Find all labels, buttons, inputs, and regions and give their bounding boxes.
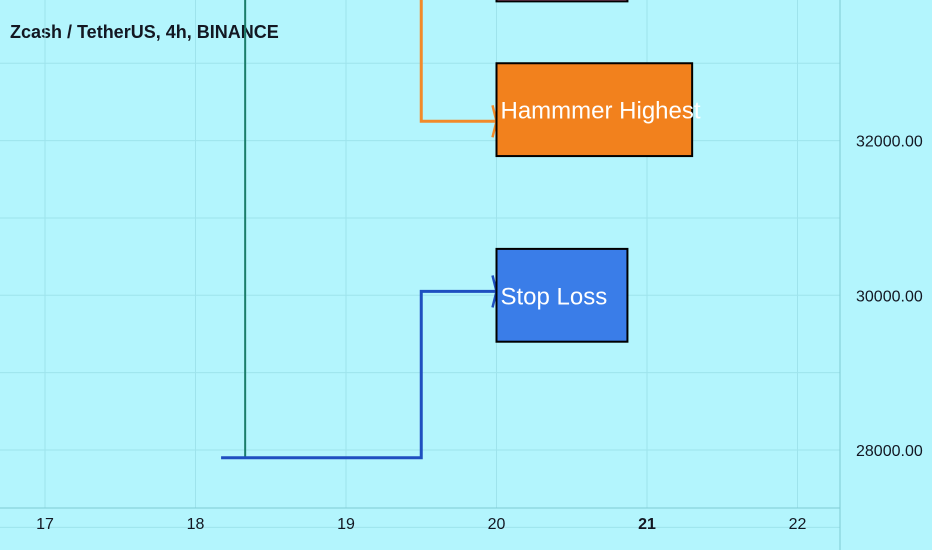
- y-tick-label: 28000.00: [856, 443, 923, 460]
- annotation-line: [419, 0, 497, 123]
- y-tick-label: 30000.00: [856, 288, 923, 305]
- chart-title: Zcash / TetherUS, 4h, BINANCE: [10, 22, 279, 42]
- annotation-box: [495, 62, 694, 158]
- x-tick-label: 18: [187, 516, 205, 533]
- x-tick-label: 20: [488, 516, 506, 533]
- y-tick-label: 32000.00: [856, 134, 923, 151]
- annotation-line: [221, 289, 497, 460]
- x-tick-label: 21: [638, 516, 656, 533]
- annotation-box: [495, 0, 629, 3]
- annotation-label: Stop Loss: [501, 283, 608, 310]
- annotation-box: [495, 247, 629, 343]
- x-tick-label: 22: [789, 516, 807, 533]
- annotation-label: Hammmer Highest: [501, 98, 701, 125]
- x-tick-label: 17: [36, 516, 54, 533]
- x-tick-label: 19: [337, 516, 355, 533]
